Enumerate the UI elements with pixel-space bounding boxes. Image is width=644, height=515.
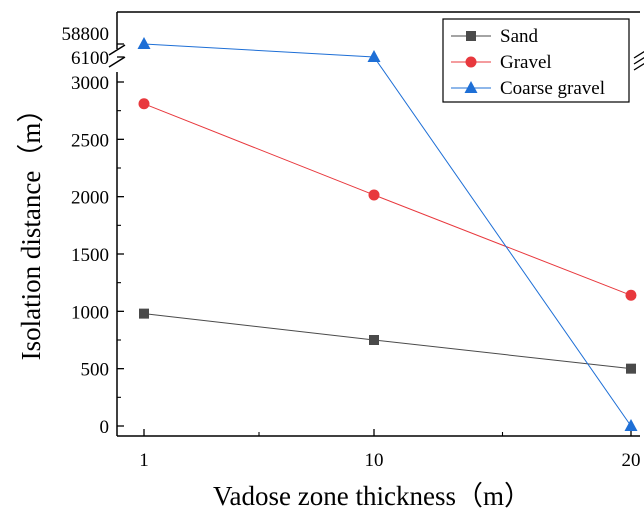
y-tick-label: 3000 <box>71 73 109 94</box>
series-coarse-gravel <box>137 37 638 431</box>
y-tick-label: 2000 <box>71 188 109 209</box>
legend-item: Coarse gravel <box>451 78 605 99</box>
y-tick-label: 1000 <box>71 302 109 323</box>
legend-item: Gravel <box>451 52 552 73</box>
data-point <box>625 289 637 301</box>
right-edge-break-mark <box>633 51 644 71</box>
y-tick-label: 1500 <box>71 245 109 266</box>
data-point <box>138 98 150 110</box>
data-point <box>624 419 638 431</box>
x-tick-label: 1 <box>139 450 149 471</box>
data-point <box>626 363 636 374</box>
y-axis-break-mark <box>108 44 126 68</box>
legend-marker <box>464 81 478 93</box>
series-gravel <box>138 98 637 301</box>
data-point <box>368 189 380 201</box>
series-line <box>143 103 632 296</box>
y-tick-label: 2500 <box>71 130 109 151</box>
legend-item: Sand <box>451 26 539 47</box>
data-point <box>139 308 149 319</box>
y-upper-tick-label: 58800 <box>62 24 110 45</box>
x-tick-label: 20 <box>622 450 641 471</box>
data-point <box>137 37 151 49</box>
series-sand <box>139 308 636 374</box>
y-tick-label: 500 <box>81 360 110 381</box>
legend-label: Sand <box>500 26 539 47</box>
data-point <box>367 50 381 62</box>
series-layer <box>137 37 638 431</box>
x-axis-title: Vadose zone thickness（m） <box>213 481 531 511</box>
x-tick-label: 10 <box>365 450 384 471</box>
data-point <box>369 335 379 345</box>
y-upper-tick-label: 6100 <box>71 48 109 69</box>
legend: Sand Gravel Coarse gravel <box>442 18 630 103</box>
legend-marker <box>466 31 476 41</box>
y-axis-title: Isolation distance（m） <box>16 96 46 361</box>
ticks: 0 500 1000 1500 2000 2500 3000 6100 58800 1 10 20 <box>62 24 641 471</box>
legend-label: Coarse gravel <box>500 78 605 99</box>
legend-marker <box>465 56 477 68</box>
legend-label: Gravel <box>500 52 552 73</box>
y-tick-label: 0 <box>100 417 110 438</box>
